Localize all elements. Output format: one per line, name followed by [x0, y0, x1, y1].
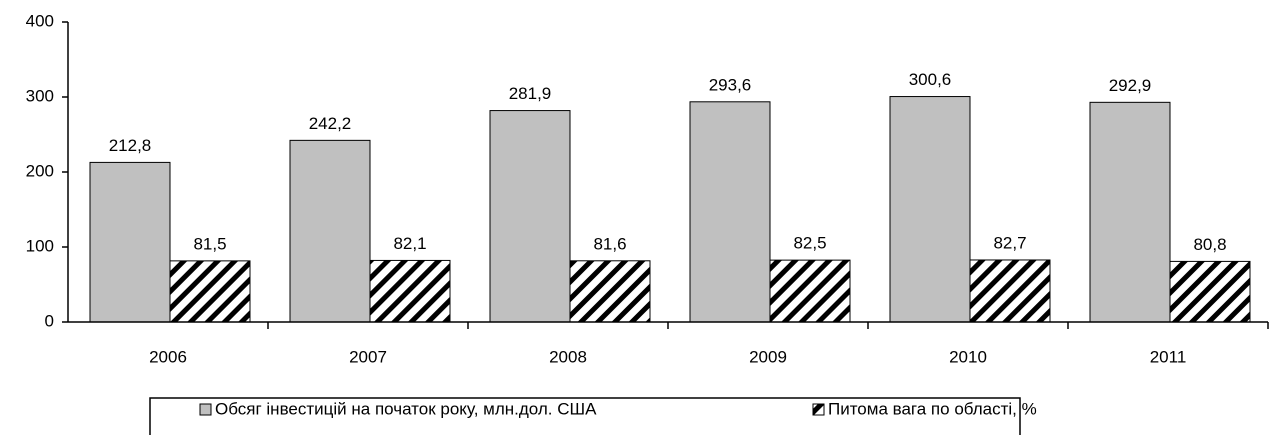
bar: [1169, 260, 1251, 323]
x-tick-label: 2007: [349, 347, 387, 366]
bar: [889, 96, 971, 323]
value-label: 81,5: [193, 234, 226, 253]
x-tick-label: 2010: [949, 347, 987, 366]
value-label: 300,6: [909, 70, 952, 89]
bar: [769, 259, 851, 323]
value-label: 242,2: [309, 114, 352, 133]
y-tick-label: 0: [45, 311, 54, 330]
value-label: 281,9: [509, 84, 552, 103]
value-label: 82,7: [993, 233, 1026, 252]
bar: [1089, 101, 1171, 323]
y-tick-label: 100: [26, 236, 54, 255]
value-label: 293,6: [709, 75, 752, 94]
y-tick-label: 200: [26, 161, 54, 180]
legend-swatch: [812, 403, 825, 416]
bar: [569, 260, 651, 323]
bar: [169, 260, 251, 323]
value-label: 81,6: [593, 234, 626, 253]
x-tick-label: 2009: [749, 347, 787, 366]
value-label: 212,8: [109, 136, 152, 155]
legend-box: [149, 397, 1021, 435]
bar: [489, 110, 571, 323]
bar: [689, 101, 771, 323]
legend-label: Питома вага по області, %: [828, 399, 1037, 418]
y-tick-label: 400: [26, 11, 54, 30]
bar: [969, 259, 1051, 323]
x-tick-label: 2006: [149, 347, 187, 366]
value-label: 82,5: [793, 234, 826, 253]
legend-swatch: [199, 403, 212, 416]
x-tick-label: 2011: [1150, 347, 1187, 366]
bar: [89, 161, 171, 323]
value-label: 80,8: [1193, 235, 1226, 254]
bar: [289, 139, 371, 323]
legend-label: Обсяг інвестицій на початок року, млн.до…: [215, 399, 597, 418]
bar: [369, 259, 451, 323]
y-tick-label: 300: [26, 86, 54, 105]
x-tick-label: 2008: [549, 347, 587, 366]
value-label: 82,1: [393, 234, 426, 253]
value-label: 292,9: [1109, 76, 1152, 95]
